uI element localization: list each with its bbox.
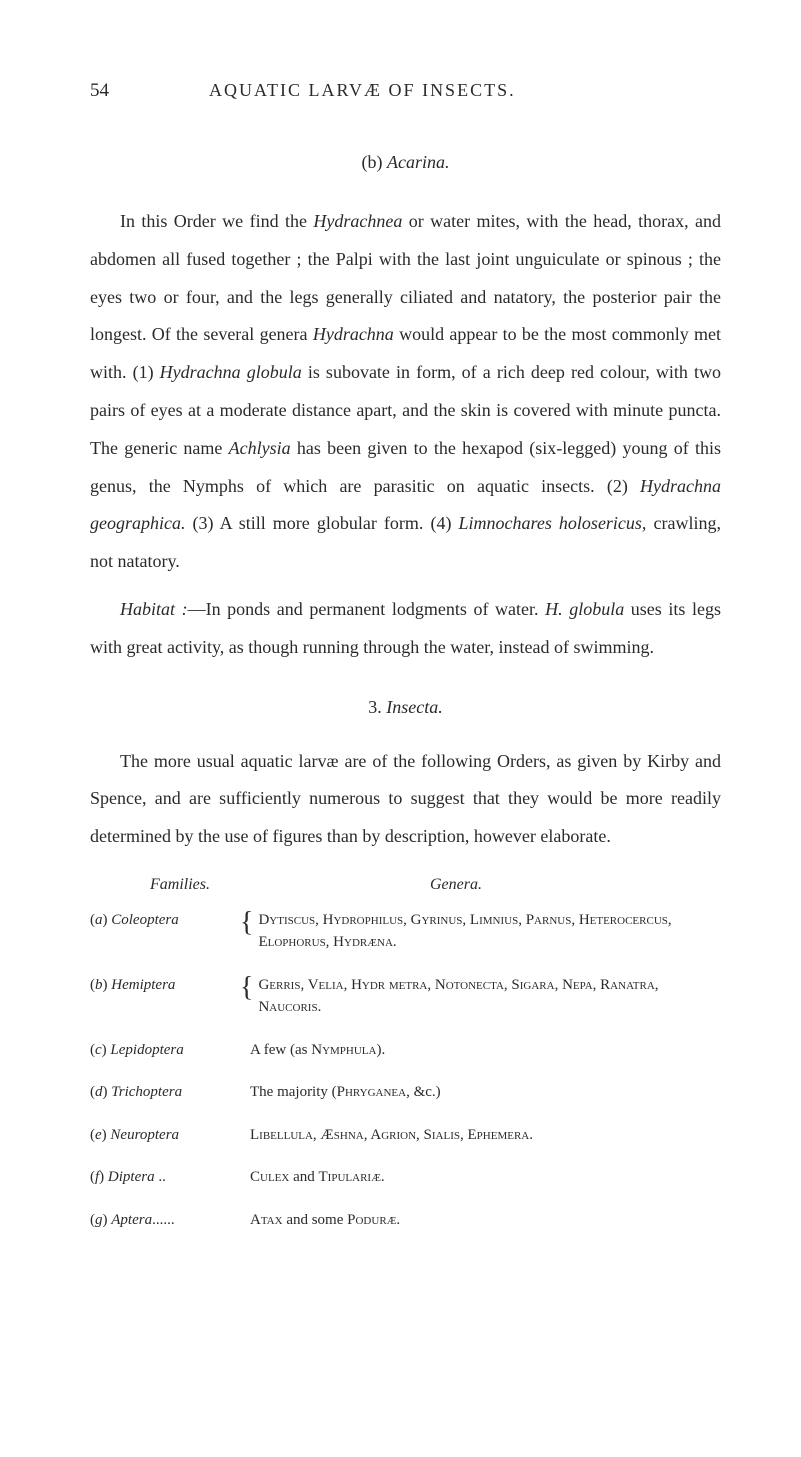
family-a-genera: Dytiscus, Hydrophilus, Gyrinus, Limnius,… (258, 909, 721, 954)
family-b-genera: Gerris, Velia, Hydr metra, Notonecta, Si… (258, 974, 721, 1019)
section-3-text: 3. Insecta. (368, 697, 442, 717)
paragraph-1: In this Order we find the Hydrachnea or … (90, 203, 721, 581)
family-b-cell: (b) Hemiptera (90, 974, 240, 1019)
family-c-name: Lepidoptera (110, 1042, 183, 1058)
family-f-dots: .. (158, 1169, 166, 1185)
family-g-genera: Atax and some Poduræ. (250, 1209, 721, 1232)
family-g-cell: (g) Aptera...... (90, 1209, 250, 1232)
family-d-name: Trichoptera (111, 1084, 182, 1100)
family-row-d: (d) Trichoptera The majority (Phryganea,… (90, 1081, 721, 1104)
family-g-name: Aptera (111, 1212, 152, 1228)
page-header: 54 AQUATIC LARVÆ OF INSECTS. (90, 80, 721, 102)
section-b-label: (b) Acarina. (90, 152, 721, 173)
family-header: Families. Genera. (90, 876, 721, 894)
family-a-cell: (a) Coleoptera (90, 909, 240, 954)
brace-icon: { (240, 909, 253, 954)
paragraph-2: Habitat :—In ponds and permanent lodgmen… (90, 591, 721, 667)
family-e-genera: Libellula, Æshna, Agrion, Sialis, Epheme… (250, 1124, 721, 1147)
family-f-key: (f) (90, 1169, 104, 1185)
family-c-genera: A few (as Nymphula). (250, 1039, 721, 1062)
families-label: Families. (150, 876, 210, 894)
family-g-key: (g) (90, 1212, 108, 1228)
section-b-text: (b) Acarina. (362, 152, 450, 172)
family-e-name: Neuroptera (110, 1127, 179, 1143)
family-row-b: (b) Hemiptera { Gerris, Velia, Hydr metr… (90, 974, 721, 1019)
family-e-cell: (e) Neuroptera (90, 1124, 250, 1147)
family-f-cell: (f) Diptera .. (90, 1166, 250, 1189)
family-c-key: (c) (90, 1042, 107, 1058)
paragraph-3: The more usual aquatic larvæ are of the … (90, 743, 721, 856)
section-3-label: 3. Insecta. (90, 697, 721, 718)
family-a-key: (a) (90, 912, 108, 928)
family-f-genera: Culex and Tipulariæ. (250, 1166, 721, 1189)
family-f-name: Diptera (108, 1169, 155, 1185)
page-number: 54 (90, 80, 109, 102)
family-e-key: (e) (90, 1127, 107, 1143)
family-d-genera: The majority (Phryganea, &c.) (250, 1081, 721, 1104)
family-b-key: (b) (90, 977, 108, 993)
family-g-dots: ...... (152, 1212, 175, 1228)
header-title: AQUATIC LARVÆ OF INSECTS. (209, 80, 516, 101)
family-a-name: Coleoptera (111, 912, 179, 928)
family-b-name: Hemiptera (111, 977, 175, 993)
family-row-e: (e) Neuroptera Libellula, Æshna, Agrion,… (90, 1124, 721, 1147)
family-d-cell: (d) Trichoptera (90, 1081, 250, 1104)
family-d-key: (d) (90, 1084, 108, 1100)
family-row-g: (g) Aptera...... Atax and some Poduræ. (90, 1209, 721, 1232)
family-row-f: (f) Diptera .. Culex and Tipulariæ. (90, 1166, 721, 1189)
family-c-cell: (c) Lepidoptera (90, 1039, 250, 1062)
brace-icon: { (240, 974, 253, 1019)
family-row-a: (a) Coleoptera { Dytiscus, Hydrophilus, … (90, 909, 721, 954)
genera-label: Genera. (430, 876, 482, 894)
family-row-c: (c) Lepidoptera A few (as Nymphula). (90, 1039, 721, 1062)
